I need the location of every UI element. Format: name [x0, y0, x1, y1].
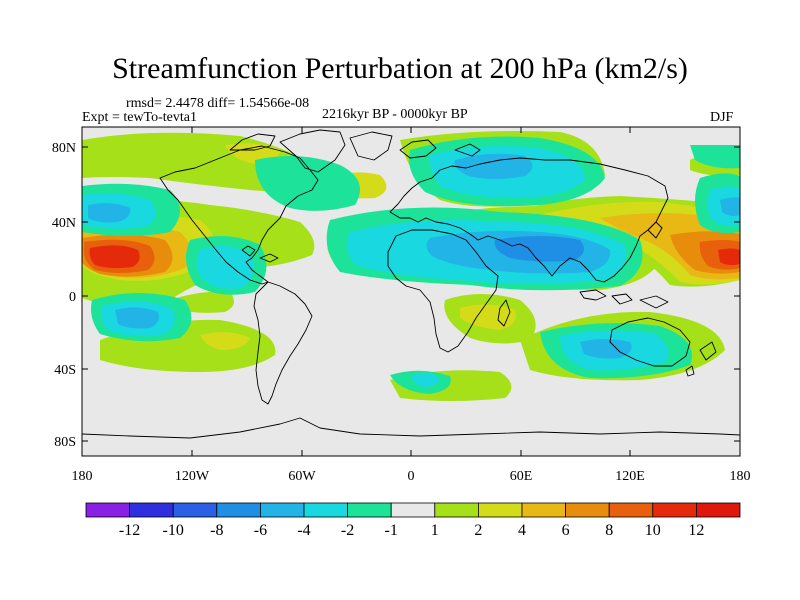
- stats-text: rmsd= 2.4478 diff= 1.54566e-08: [126, 96, 310, 111]
- x-tick-label: 180: [730, 469, 751, 484]
- experiment-label: Expt = tewTo-tevta1: [82, 110, 197, 125]
- colorbar-label: -10: [163, 522, 184, 539]
- colorbar-label: -1: [385, 522, 398, 539]
- colorbar-label: 4: [518, 522, 526, 539]
- x-tick-label: 180: [72, 469, 93, 484]
- colorbar-swatch: [85, 502, 130, 518]
- colorbar-swatch: [608, 502, 654, 518]
- colorbar-swatch: [565, 502, 610, 518]
- colorbar-swatch: [521, 502, 566, 518]
- colorbar-label: 8: [605, 522, 613, 539]
- colorbar-swatch: [172, 502, 218, 518]
- north-america-coast: [159, 145, 319, 285]
- colorbar-label: -8: [210, 522, 223, 539]
- x-tick-label: 120E: [615, 469, 645, 484]
- colorbar-label: -6: [254, 522, 267, 539]
- colorbar-swatch: [259, 502, 305, 518]
- coastlines: [82, 129, 740, 439]
- colorbar-swatch: [434, 502, 479, 518]
- colorbar-swatch: [652, 502, 697, 518]
- antarctica-coast: [82, 417, 740, 439]
- colorbar-label: -4: [297, 522, 310, 539]
- colorbar-label: 12: [688, 522, 704, 539]
- australia-coast: [609, 317, 691, 367]
- colorbar-swatch: [216, 502, 261, 518]
- colorbar-swatch: [390, 502, 436, 518]
- colorbar-label: -12: [119, 522, 140, 539]
- colorbar-swatch: [303, 502, 348, 518]
- colorbar-swatch: [129, 502, 174, 518]
- contour-level-neg6-neg8: [494, 236, 584, 262]
- colorbar-label: 1: [431, 522, 439, 539]
- contour-level-10-12: [89, 245, 740, 269]
- x-tick-label: 60W: [288, 469, 316, 484]
- colorbar-label: 10: [645, 522, 661, 539]
- x-tick-label: 120W: [175, 469, 210, 484]
- x-tick-label: 60E: [510, 469, 533, 484]
- season-label: DJF: [710, 110, 734, 125]
- colorbar-label: 6: [562, 522, 570, 539]
- colorbar: [85, 502, 741, 518]
- contour-field: [82, 127, 740, 456]
- map-title: Streamfunction Perturbation at 200 hPa (…: [112, 52, 688, 85]
- y-tick-label: 40S: [54, 363, 76, 378]
- africa-coast: [387, 229, 499, 353]
- colorbar-swatch: [477, 502, 523, 518]
- y-tick-label: 80N: [52, 141, 76, 156]
- colorbar-labels: -12 -10 -8 -6 -4 -2 -1 1 2 4 6 8 10 12: [119, 522, 704, 539]
- y-tick-label: 80S: [54, 435, 76, 450]
- y-tick-label: 0: [69, 290, 76, 305]
- colorbar-swatch: [696, 502, 741, 518]
- eurasia-coast: [389, 157, 669, 283]
- y-tick-label: 40N: [52, 216, 76, 231]
- colorbar-swatch: [347, 502, 392, 518]
- colorbar-label: -2: [341, 522, 354, 539]
- colorbar-label: 2: [474, 522, 482, 539]
- period-label: 2216kyr BP - 0000kyr BP: [322, 107, 468, 122]
- south-america-coast: [253, 281, 313, 405]
- x-tick-label: 0: [408, 469, 415, 484]
- tick-marks: [82, 127, 740, 456]
